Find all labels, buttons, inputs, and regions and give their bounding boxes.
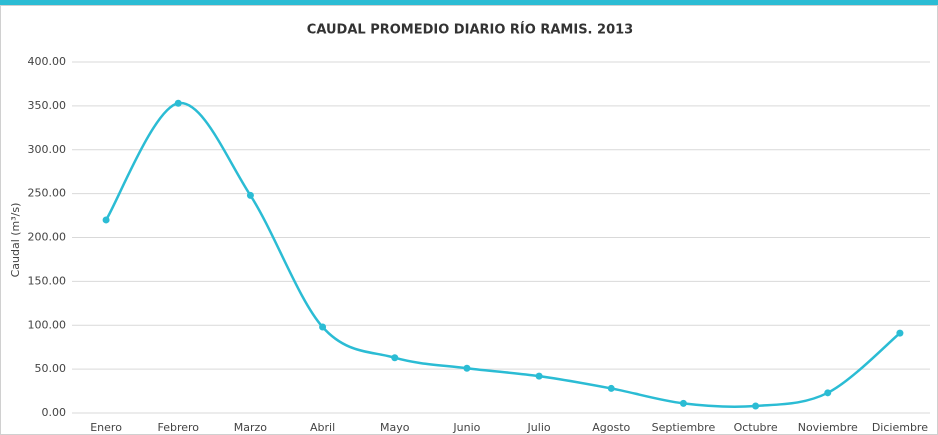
x-tick-label: Marzo bbox=[234, 421, 268, 434]
y-tick-label: 100.00 bbox=[28, 318, 67, 331]
y-tick-label: 300.00 bbox=[28, 143, 67, 156]
x-tick-label: Diciembre bbox=[872, 421, 928, 434]
y-tick-label: 250.00 bbox=[28, 187, 67, 200]
x-tick-label: Abril bbox=[310, 421, 335, 434]
x-tick-label: Julio bbox=[527, 421, 551, 434]
data-point bbox=[391, 354, 399, 362]
data-point bbox=[535, 372, 543, 380]
data-point bbox=[102, 216, 110, 224]
data-point bbox=[824, 389, 832, 397]
x-tick-label: Mayo bbox=[380, 421, 410, 434]
chart-title: CAUDAL PROMEDIO DIARIO RÍO RAMIS. 2013 bbox=[307, 22, 633, 38]
data-point bbox=[174, 99, 182, 107]
y-tick-label: 200.00 bbox=[28, 231, 67, 244]
data-point bbox=[463, 364, 471, 372]
data-point bbox=[246, 191, 254, 199]
x-tick-label: Febrero bbox=[157, 421, 199, 434]
y-tick-label: 0.00 bbox=[42, 406, 67, 419]
data-point bbox=[752, 402, 760, 410]
top-bar bbox=[0, 0, 938, 5]
y-tick-label: 150.00 bbox=[28, 274, 67, 287]
x-tick-label: Agosto bbox=[592, 421, 630, 434]
y-axis-label: Caudal (m³/s) bbox=[9, 203, 22, 278]
data-line bbox=[105, 101, 901, 408]
x-tick-label: Junio bbox=[452, 421, 480, 434]
y-tick-label: 350.00 bbox=[28, 99, 67, 112]
data-point bbox=[896, 329, 904, 337]
data-point bbox=[607, 384, 615, 392]
data-point bbox=[319, 323, 327, 331]
y-tick-label: 50.00 bbox=[35, 362, 67, 375]
x-tick-label: Octubre bbox=[734, 421, 778, 434]
y-tick-label: 400.00 bbox=[28, 55, 67, 68]
data-point bbox=[679, 399, 687, 407]
x-tick-label: Enero bbox=[90, 421, 122, 434]
x-tick-label: Septiembre bbox=[652, 421, 716, 434]
x-tick-label: Noviembre bbox=[798, 421, 858, 434]
